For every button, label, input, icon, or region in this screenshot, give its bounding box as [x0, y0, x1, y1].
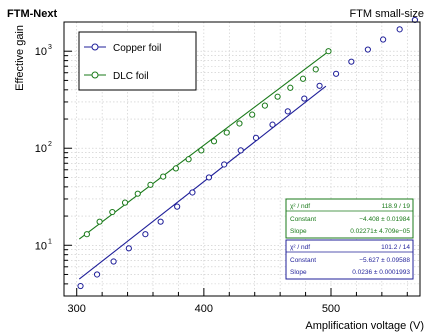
fit-copper-slope-label: Slope — [290, 269, 307, 276]
data-point-dlc-foil — [121, 199, 129, 206]
legend-entry-copper: Copper foil — [84, 43, 161, 54]
data-point-copper-foil — [125, 245, 132, 252]
fit-box-dlc-frame — [285, 198, 414, 239]
data-point-dlc-foil — [210, 138, 218, 145]
data-point-dlc-foil — [134, 190, 141, 197]
legend: Copper foil DLC foil — [78, 31, 197, 91]
data-point-dlc-foil — [83, 231, 90, 238]
data-point-copper-foil — [142, 231, 149, 238]
data-points — [77, 16, 419, 290]
data-point-copper-foil — [189, 189, 196, 196]
fit-copper-constant-value: −5.627 ± 0.09588 — [359, 257, 410, 264]
data-point-copper-foil — [348, 58, 355, 65]
fit-dlc-constant-label: Constant — [290, 216, 316, 223]
data-point-dlc-foil — [325, 48, 332, 55]
fit-line-dlc-foil — [78, 49, 332, 240]
y-tick-label: 10 — [35, 240, 47, 252]
data-point-copper-foil — [316, 82, 323, 89]
data-point-copper-foil — [364, 46, 371, 53]
fit-dlc-slope-value: 0.02271± 4.709e−05 — [350, 228, 410, 235]
data-point-dlc-foil — [249, 111, 256, 118]
data-point-dlc-foil — [236, 120, 243, 127]
y-tick-exponent: 2 — [48, 141, 52, 148]
data-point-copper-foil — [252, 134, 260, 141]
fit-copper-chi2-value: 101.2 / 14 — [381, 244, 410, 251]
legend-marker-copper — [91, 43, 99, 51]
data-point-copper-foil — [157, 218, 164, 225]
data-point-dlc-foil — [147, 181, 154, 188]
fit-dlc-constant-value: −4.408 ± 0.01984 — [359, 216, 410, 223]
y-tick-exponent: 3 — [48, 44, 52, 51]
legend-entry-dlc: DLC foil — [84, 71, 149, 82]
data-point-copper-foil — [396, 26, 403, 33]
x-tick-label: 500 — [322, 303, 340, 315]
data-point-dlc-foil — [287, 84, 294, 91]
fit-lines — [78, 49, 332, 280]
data-point-dlc-foil — [198, 147, 205, 154]
fit-box-copper-frame — [285, 239, 414, 280]
y-tick-label: 10 — [35, 143, 47, 155]
fit-copper-chi2-label: χ² / ndf — [290, 244, 310, 251]
legend-label-copper: Copper foil — [113, 43, 161, 54]
data-point-copper-foil — [205, 174, 213, 181]
fit-copper-slope-value: 0.0236 ± 0.0001993 — [352, 269, 410, 276]
data-point-copper-foil — [77, 282, 84, 290]
data-point-copper-foil — [411, 16, 419, 24]
data-point-copper-foil — [332, 70, 340, 77]
header-right-title: FTM small-size — [349, 8, 424, 20]
fit-copper-constant-label: Constant — [290, 257, 316, 264]
x-axis-label: Amplification voltage (V) — [305, 320, 424, 332]
fit-line-copper-foil — [78, 85, 327, 280]
data-point-dlc-foil — [160, 173, 167, 180]
data-point-copper-foil — [221, 161, 228, 168]
data-point-copper-foil — [301, 95, 308, 102]
data-point-copper-foil — [284, 108, 291, 115]
legend-box — [78, 31, 197, 91]
y-tick-label: 10 — [35, 46, 47, 58]
data-point-dlc-foil — [109, 208, 116, 216]
header-left-title: FTM-Next — [7, 8, 57, 20]
data-point-dlc-foil — [274, 93, 281, 100]
y-axis-label: Effective gain — [14, 25, 26, 91]
x-tick-label: 400 — [195, 303, 213, 315]
fit-dlc-chi2-value: 118.9 / 19 — [382, 203, 411, 210]
data-point-dlc-foil — [312, 66, 319, 73]
data-point-dlc-foil — [172, 165, 179, 172]
data-point-dlc-foil — [223, 129, 230, 136]
fit-box-dlc: χ² / ndf 118.9 / 19 Constant −4.408 ± 0.… — [285, 198, 414, 239]
axis-ticks — [64, 21, 408, 297]
x-tick-label: 300 — [68, 303, 86, 315]
data-point-dlc-foil — [185, 156, 192, 163]
data-point-copper-foil — [93, 271, 101, 278]
legend-marker-dlc — [91, 71, 99, 79]
fit-dlc-slope-label: Slope — [290, 228, 307, 235]
y-tick-exponent: 1 — [48, 238, 52, 245]
data-point-copper-foil — [380, 36, 387, 43]
data-point-dlc-foil — [96, 218, 103, 225]
plot-frame — [63, 21, 421, 297]
data-point-copper-foil — [110, 258, 117, 265]
data-point-dlc-foil — [299, 75, 307, 82]
data-point-copper-foil — [269, 121, 276, 128]
fit-dlc-chi2-label: χ² / ndf — [290, 203, 310, 210]
fit-box-copper: χ² / ndf 101.2 / 14 Constant −5.627 ± 0.… — [285, 239, 414, 280]
data-point-dlc-foil — [261, 102, 268, 109]
data-point-copper-foil — [237, 147, 244, 154]
legend-label-dlc: DLC foil — [113, 71, 149, 82]
data-point-copper-foil — [174, 203, 181, 210]
